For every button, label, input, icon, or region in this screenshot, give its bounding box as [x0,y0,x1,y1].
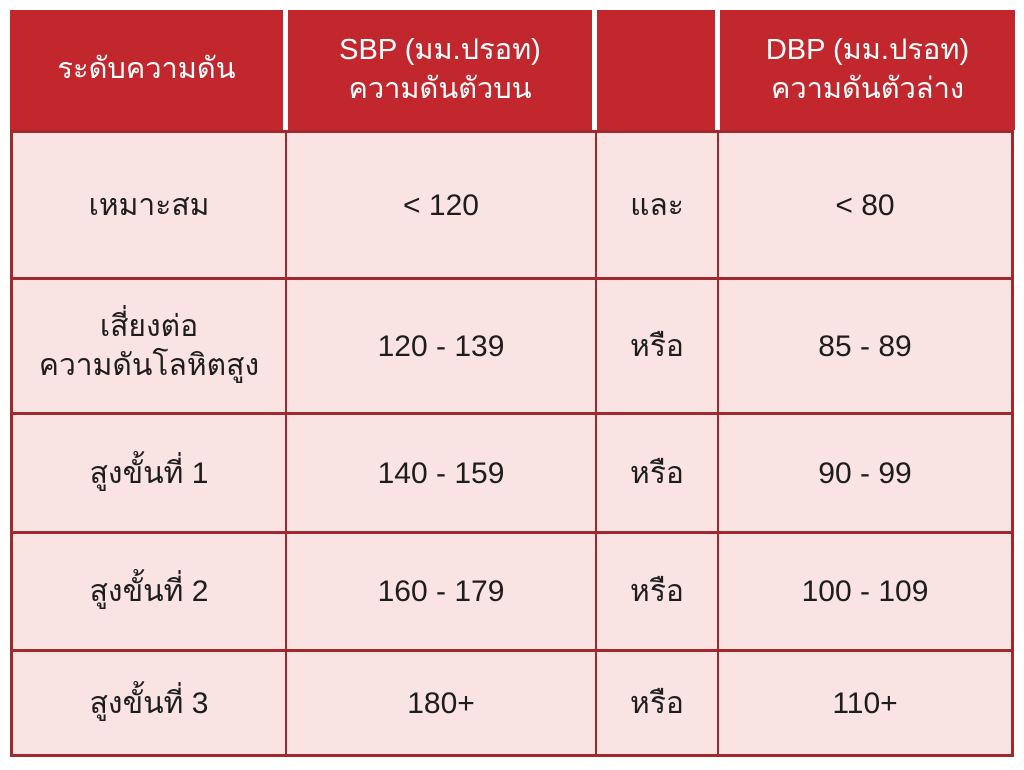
row-cell-dbp: 110+ [717,649,1011,754]
row-cell-connector: และ [595,133,717,277]
row-cell-level: สูงขั้นที่ 2 [13,531,285,649]
row-cell-dbp: 90 - 99 [717,412,1011,531]
row-cell-sbp: 140 - 159 [285,412,595,531]
row-cell-sbp: 120 - 139 [285,277,595,412]
row-cell-dbp: 85 - 89 [717,277,1011,412]
row-cell-level: เหมาะสม [13,133,285,277]
row-cell-dbp: < 80 [717,133,1011,277]
header-cell-connector [597,10,715,130]
table-body: เหมาะสม < 120 และ < 80 เสี่ยงต่อ ความดัน… [10,130,1014,757]
row-cell-connector: หรือ [595,649,717,754]
row-cell-connector: หรือ [595,412,717,531]
row-cell-sbp: 160 - 179 [285,531,595,649]
row-cell-connector: หรือ [595,531,717,649]
header-cell-dbp: DBP (มม.ปรอท) ความดันตัวล่าง [720,10,1015,130]
row-cell-level: สูงขั้นที่ 1 [13,412,285,531]
row-cell-sbp: < 120 [285,133,595,277]
row-cell-dbp: 100 - 109 [717,531,1011,649]
row-cell-connector: หรือ [595,277,717,412]
row-cell-level: เสี่ยงต่อ ความดันโลหิตสูง [13,277,285,412]
header-cell-sbp: SBP (มม.ปรอท) ความดันตัวบน [288,10,592,130]
table-header-row: ระดับความดัน SBP (มม.ปรอท) ความดันตัวบน … [10,10,1015,130]
row-cell-level: สูงขั้นที่ 3 [13,649,285,754]
header-cell-level: ระดับความดัน [10,10,283,130]
row-cell-sbp: 180+ [285,649,595,754]
